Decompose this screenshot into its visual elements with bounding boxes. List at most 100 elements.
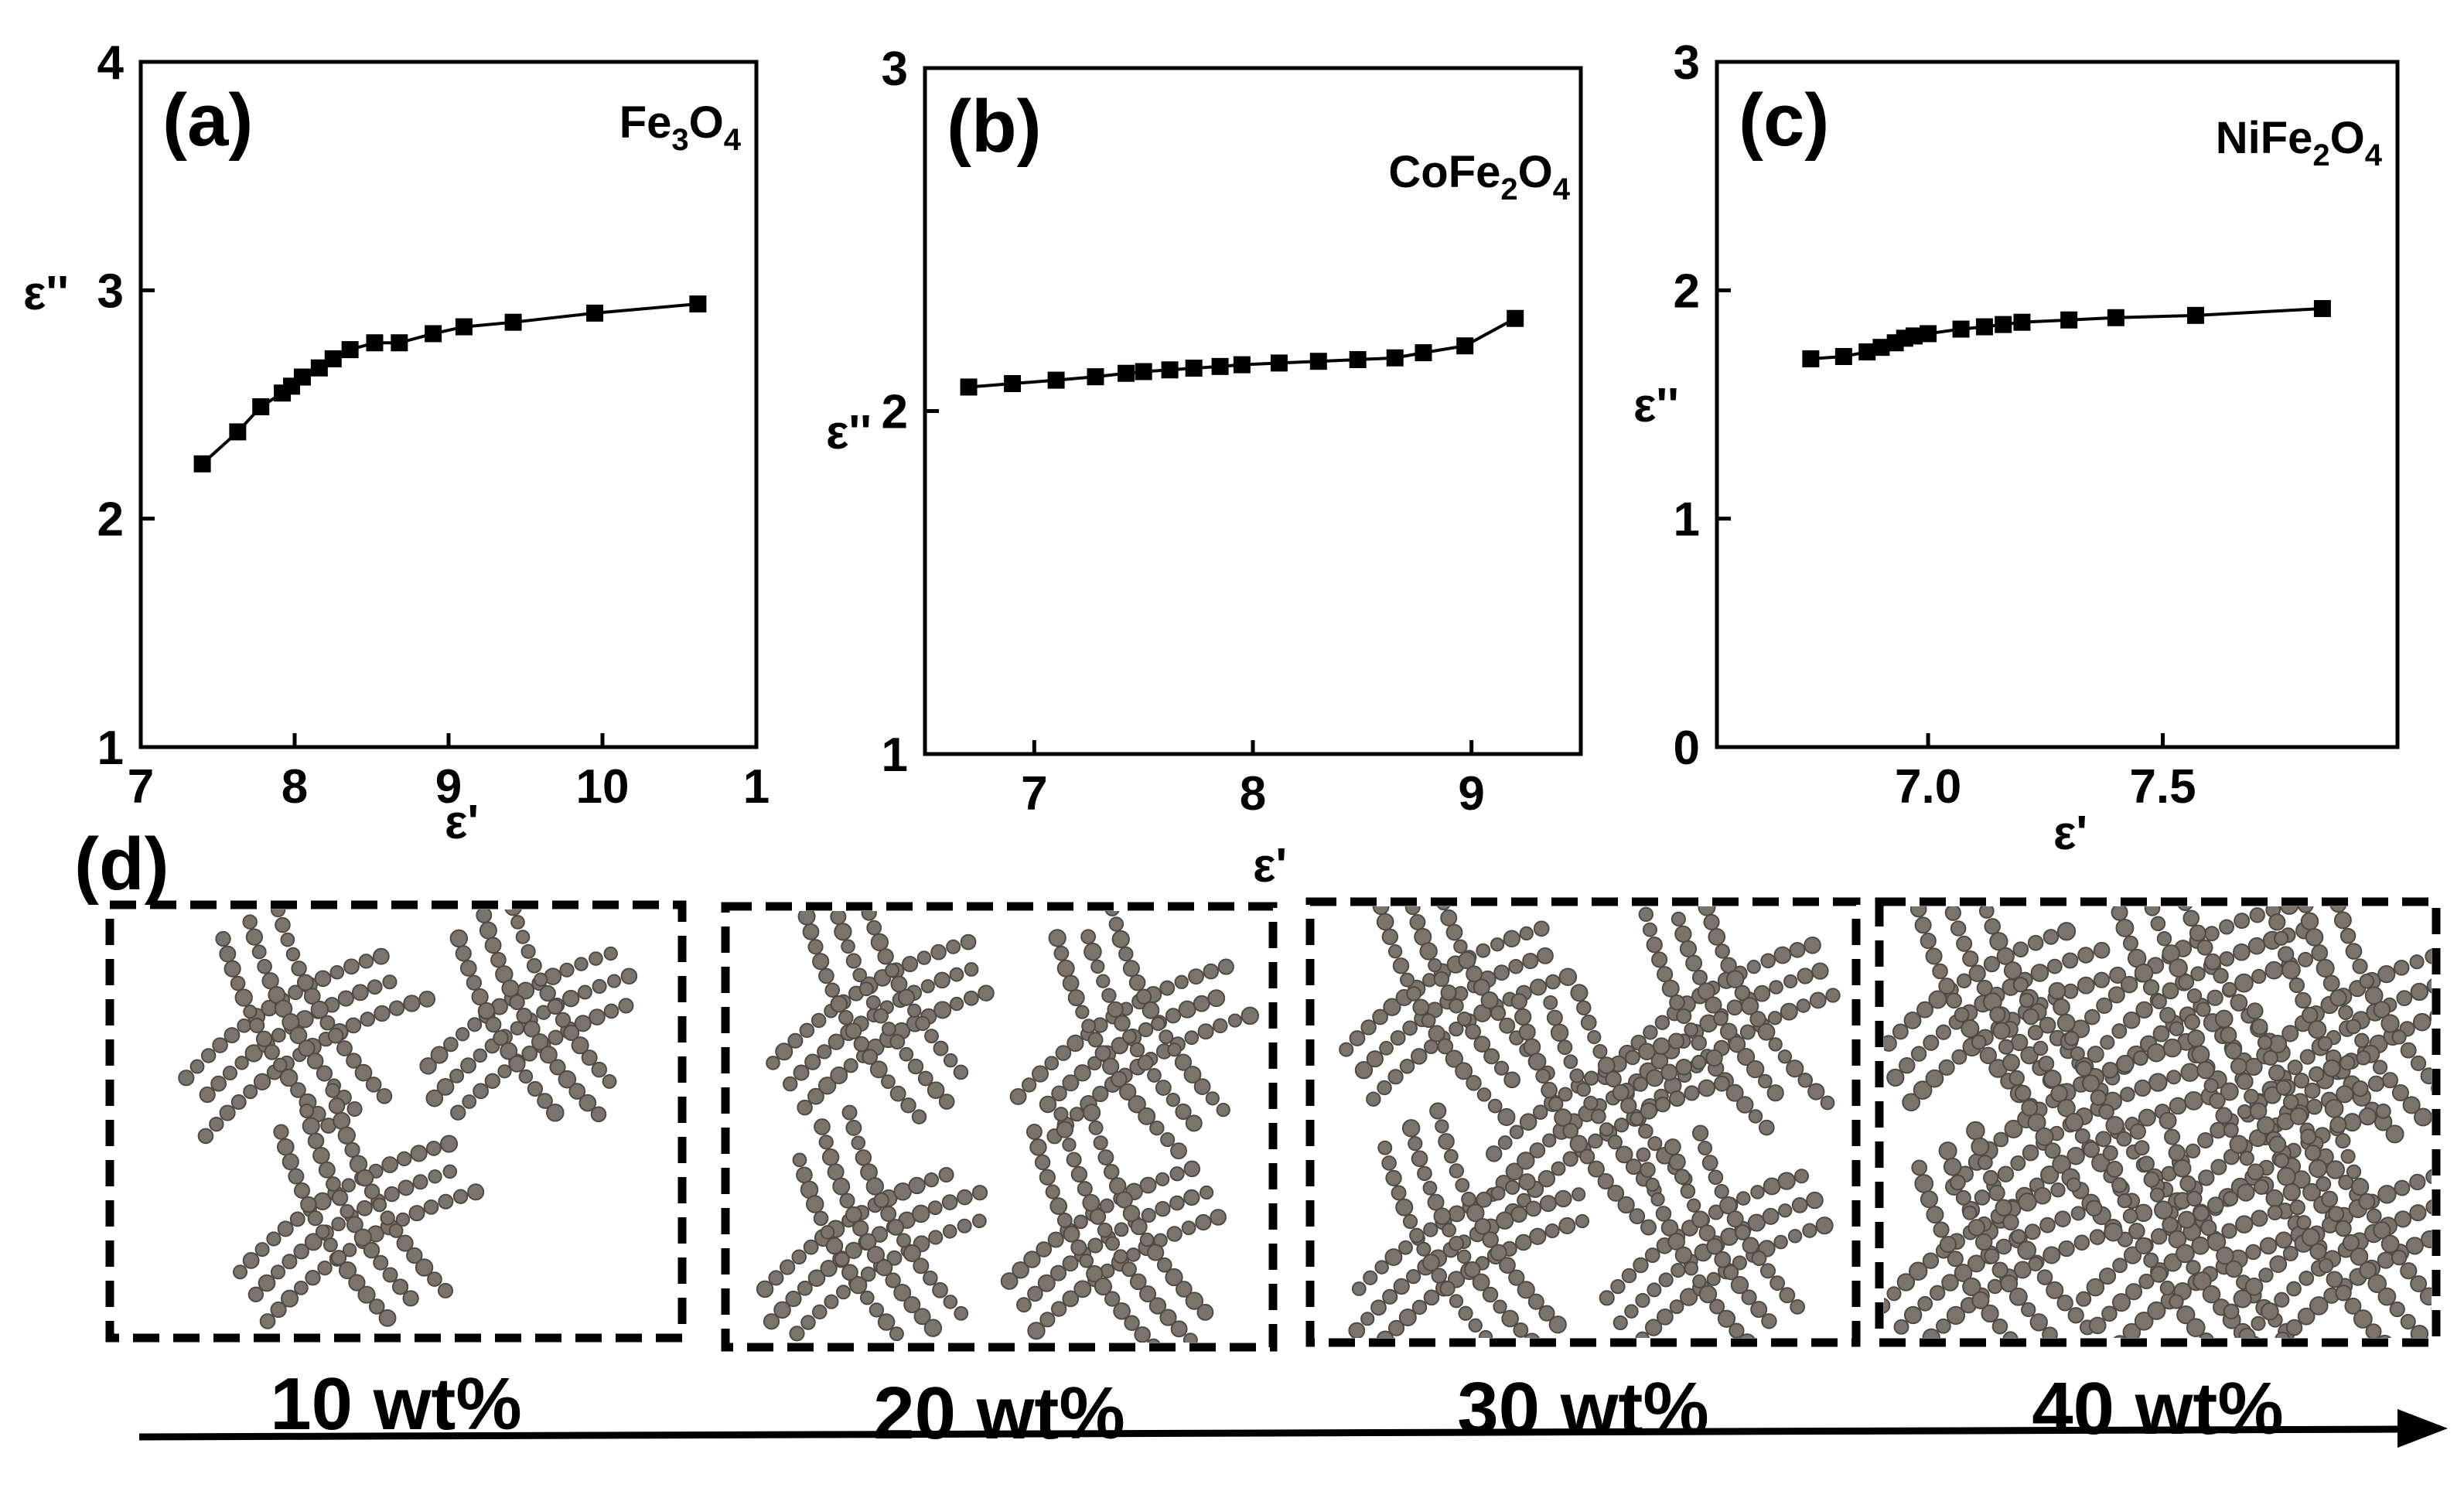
particle-cluster — [1596, 906, 1841, 1136]
y-tick-label-b-1: 2 — [882, 386, 908, 439]
y-tick-label-a-2: 3 — [97, 264, 124, 318]
concentration-box-1: 10 wt% — [105, 900, 687, 1445]
data-point-a-12 — [455, 318, 473, 336]
y-tick-label-c-0: 0 — [1674, 722, 1700, 775]
panel-label-b: (b) — [947, 85, 1042, 168]
ticks-b: 7 8 9 1 2 3 — [882, 43, 1485, 821]
particle-cluster — [2076, 1111, 2309, 1338]
panel-c-nife2o4: 7.0 7.5 0 1 2 3 (c) NiFe2O4 ε' ε'' — [1633, 36, 2400, 860]
y-tick-label-c-3: 3 — [1674, 36, 1700, 90]
data-point-c-0 — [1802, 350, 1820, 367]
data-point-a-9 — [366, 334, 384, 352]
data-point-a-13 — [504, 313, 522, 331]
x-tick-label-a-1: 8 — [282, 760, 308, 814]
particle-cluster — [766, 911, 995, 1124]
data-point-b-4 — [1118, 364, 1135, 382]
particle-cluster — [1884, 1121, 2123, 1338]
concentration-boxes: 10 wt% 20 wt% 30 wt% 40 wt% — [105, 897, 2441, 1455]
panel-label-c: (c) — [1739, 79, 1829, 162]
particle-cluster — [1000, 1104, 1227, 1343]
particle-network — [756, 911, 1260, 1343]
data-point-b-3 — [1087, 368, 1104, 386]
data-point-c-3 — [1872, 339, 1890, 357]
plot-frame-c — [1715, 60, 2400, 749]
data-point-c-8 — [1952, 320, 1970, 338]
x-tick-label-a-2: 9 — [435, 760, 462, 814]
data-point-a-5 — [293, 368, 311, 386]
y-tick-label-a-1: 2 — [97, 493, 124, 547]
y-tick-label-b-2: 3 — [882, 43, 908, 96]
data-point-a-10 — [391, 334, 408, 352]
concentration-box-4: 40 wt% — [1875, 897, 2441, 1450]
particle-cluster — [1339, 906, 1578, 1127]
particle-cluster — [233, 1083, 485, 1329]
x-tick-label-a-4: 1 — [743, 760, 770, 814]
panel-label-d: (d) — [74, 823, 169, 906]
particle-cluster — [419, 909, 638, 1123]
data-point-c-2 — [1858, 343, 1876, 361]
particle-cluster — [2223, 1098, 2432, 1338]
concentration-box-2: 20 wt% — [721, 902, 1278, 1455]
x-axis-title-c: ε' — [2053, 807, 2087, 860]
particle-cluster — [1348, 1102, 1590, 1338]
data-point-b-5 — [1135, 363, 1152, 380]
data-point-b-6 — [1161, 361, 1179, 379]
series-a — [193, 295, 707, 473]
data-point-c-9 — [1975, 318, 1993, 336]
data-point-a-11 — [425, 325, 442, 343]
particle-cluster — [1009, 911, 1260, 1160]
data-point-c-13 — [2107, 309, 2124, 326]
x-axis-title-a: ε' — [445, 796, 479, 849]
material-label-b: CoFe2O4 — [1388, 147, 1570, 206]
dashed-box-frame — [105, 900, 687, 1343]
dashed-box-frame — [1305, 897, 1861, 1347]
x-tick-label-a-3: 10 — [576, 760, 630, 814]
x-tick-label-b-1: 8 — [1240, 767, 1266, 821]
concentration-box-3: 30 wt% — [1305, 897, 1861, 1450]
data-point-c-6 — [1905, 327, 1923, 345]
data-point-b-7 — [1185, 360, 1203, 377]
series-b — [960, 309, 1524, 396]
data-point-a-14 — [586, 304, 604, 322]
particle-network — [1884, 906, 2432, 1338]
y-tick-label-b-0: 1 — [882, 729, 908, 782]
data-point-b-11 — [1309, 353, 1327, 370]
x-tick-label-b-0: 7 — [1021, 767, 1047, 821]
data-point-c-14 — [2187, 306, 2205, 324]
data-point-a-6 — [310, 359, 328, 377]
data-point-c-11 — [2013, 313, 2031, 331]
y-axis-title-b: ε'' — [826, 406, 872, 459]
y-tick-label-c-2: 2 — [1674, 264, 1700, 318]
x-axis-title-b: ε' — [1253, 839, 1287, 892]
data-point-c-12 — [2060, 311, 2078, 329]
x-tick-label-c-0: 7.0 — [1895, 760, 1961, 814]
data-point-c-1 — [1834, 347, 1852, 365]
data-point-a-15 — [689, 295, 707, 313]
data-point-b-2 — [1047, 371, 1065, 389]
data-point-b-16 — [1507, 309, 1524, 327]
data-point-b-9 — [1233, 356, 1251, 374]
dashed-box-frame — [721, 902, 1278, 1352]
particle-network — [178, 909, 638, 1329]
data-point-b-0 — [960, 378, 978, 396]
data-point-a-1 — [229, 423, 247, 441]
increasing-concentration-arrow — [138, 1409, 2448, 1448]
data-point-b-12 — [1349, 350, 1367, 368]
concentration-label: 40 wt% — [2032, 1367, 2283, 1450]
y-tick-label-c-1: 1 — [1674, 493, 1700, 547]
panel-b-cofe2o4: 7 8 9 1 2 3 (b) CoFe2O4 ε' ε'' — [826, 43, 1583, 892]
material-label-a: Fe3O4 — [619, 97, 742, 157]
data-point-c-10 — [1995, 316, 2012, 333]
ticks-c: 7.0 7.5 0 1 2 3 — [1674, 36, 2196, 814]
panel-d-concentration-schematic: (d) 10 wt% 20 wt% 30 wt% 40 wt% — [74, 823, 2448, 1455]
y-tick-label-a-0: 1 — [97, 722, 124, 775]
data-point-a-7 — [324, 350, 342, 367]
y-tick-label-a-3: 4 — [97, 36, 125, 90]
x-tick-label-c-1: 7.5 — [2129, 760, 2196, 814]
x-tick-label-a-0: 7 — [128, 760, 154, 814]
particle-cluster — [178, 909, 436, 1145]
data-point-a-8 — [341, 341, 359, 359]
